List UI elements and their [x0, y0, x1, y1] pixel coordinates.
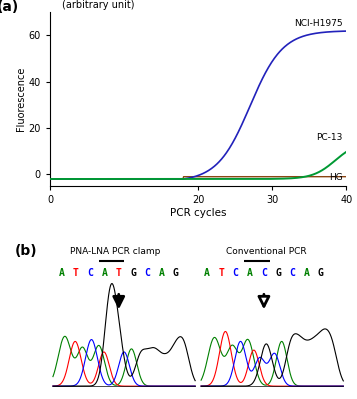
- Text: G: G: [275, 268, 281, 278]
- Text: T: T: [116, 268, 122, 278]
- Text: G: G: [130, 268, 136, 278]
- Text: HG: HG: [329, 173, 343, 182]
- Text: G: G: [318, 268, 324, 278]
- Text: C: C: [290, 268, 295, 278]
- Text: C: C: [144, 268, 150, 278]
- Text: PNA-LNA PCR clamp: PNA-LNA PCR clamp: [70, 247, 160, 256]
- X-axis label: PCR cycles: PCR cycles: [170, 208, 226, 218]
- Text: C: C: [232, 268, 238, 278]
- Text: PC-13: PC-13: [316, 133, 343, 142]
- Text: C: C: [261, 268, 267, 278]
- Text: T: T: [73, 268, 79, 278]
- Text: A: A: [247, 268, 253, 278]
- Text: (arbitrary unit): (arbitrary unit): [62, 0, 134, 10]
- Y-axis label: Fluorescence: Fluorescence: [16, 67, 26, 131]
- Text: (b): (b): [14, 244, 37, 258]
- Text: A: A: [304, 268, 310, 278]
- Text: A: A: [101, 268, 107, 278]
- Text: NCI-H1975: NCI-H1975: [294, 19, 343, 28]
- Text: A: A: [159, 268, 164, 278]
- Text: A: A: [204, 268, 210, 278]
- Text: A: A: [59, 268, 65, 278]
- Text: Conventional PCR: Conventional PCR: [226, 247, 307, 256]
- Text: (a): (a): [0, 0, 19, 14]
- Text: C: C: [87, 268, 93, 278]
- Text: T: T: [218, 268, 224, 278]
- Text: G: G: [173, 268, 178, 278]
